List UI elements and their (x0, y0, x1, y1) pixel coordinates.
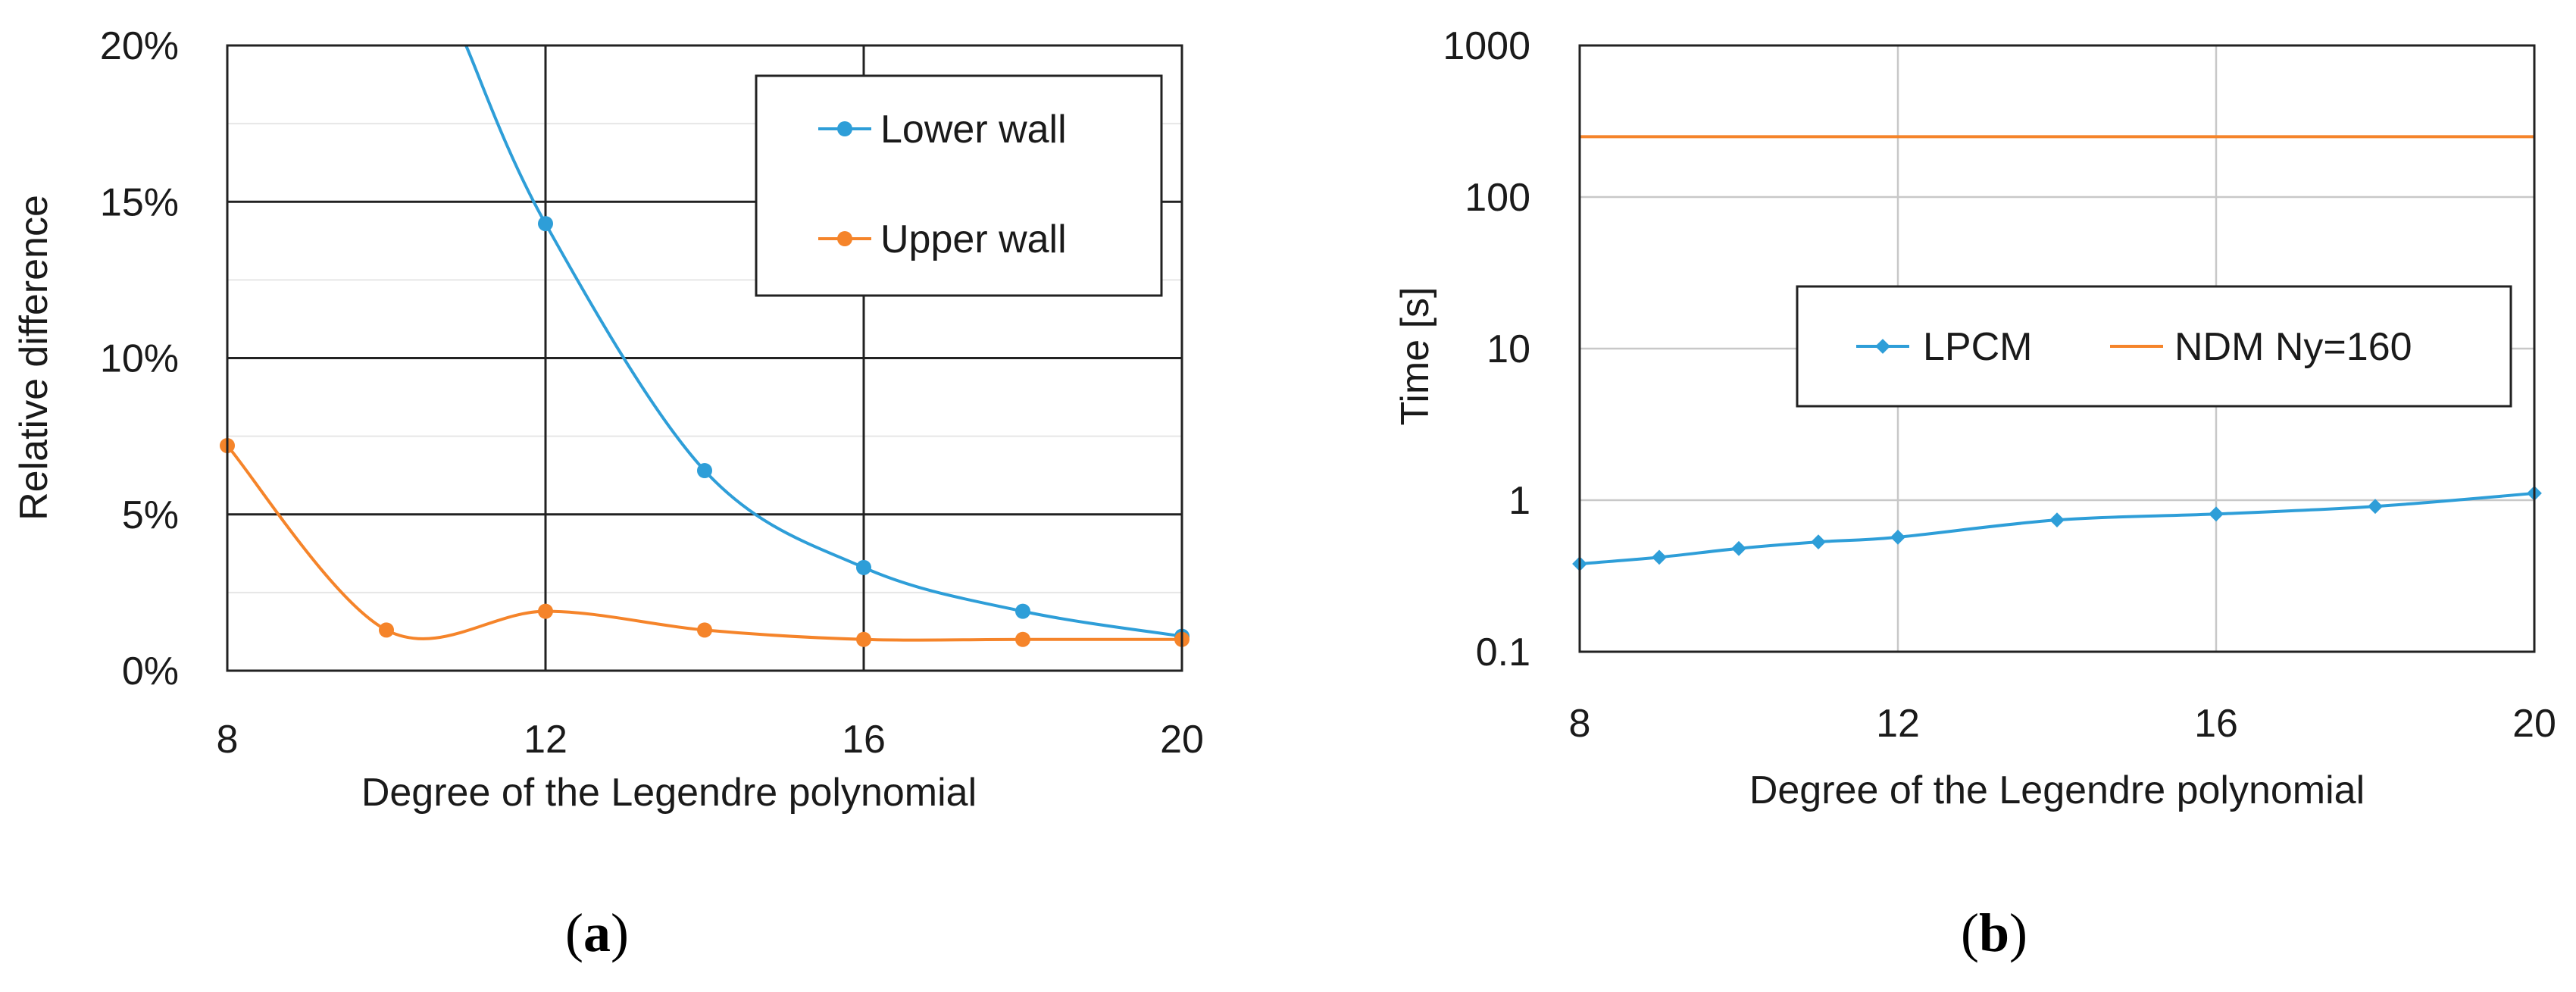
panel-b: 0.1 1 10 100 1000 8 12 16 20 Time [s] Degree of… (1393, 24, 2556, 963)
y-tick-label-b: 0.1 (1476, 631, 1530, 674)
y-axis-label-b: Time [s] (1393, 287, 1437, 426)
y-tick-label-a: 15% (100, 180, 179, 224)
x-tick-label-b: 8 (1569, 702, 1591, 746)
caption-letter-a: a (583, 903, 611, 963)
y-tick-label-a: 5% (122, 493, 179, 537)
y-tick-label-b: 100 (1465, 176, 1530, 220)
series-group-a (220, 45, 1190, 647)
plot-frame-a (226, 44, 1183, 672)
x-tick-label-b: 16 (2194, 702, 2238, 746)
data-point-lpcm (1652, 549, 1667, 565)
data-point-lower-wall (856, 559, 871, 575)
y-tick-labels-a: 0% 5% 10% 15% 20% (100, 24, 179, 693)
legend-label-ndm: NDM Ny=160 (2174, 325, 2412, 369)
x-tick-label-a: 8 (217, 718, 239, 762)
data-point-lpcm (2209, 506, 2224, 522)
x-tick-label-a: 20 (1160, 718, 1204, 762)
legend-a: Lower wall Upper wall (755, 74, 1163, 297)
y-tick-label-a: 10% (100, 337, 179, 381)
x-axis-label-a: Degree of the Legendre polynomial (361, 771, 977, 815)
data-point-lpcm (1811, 534, 1826, 550)
x-axis-label-b: Degree of the Legendre polynomial (1749, 768, 2365, 812)
x-tick-label-b: 12 (1876, 702, 1920, 746)
data-point-upper-wall (856, 631, 871, 647)
legend-marker-lpcm (1875, 339, 1890, 354)
data-point-upper-wall (697, 622, 712, 638)
y-axis-label-a: Relative difference (12, 195, 56, 521)
y-tick-label-b: 1000 (1443, 24, 1530, 68)
data-point-lower-wall (697, 463, 712, 478)
data-point-lower-wall (538, 216, 553, 232)
legend-label-lpcm: LPCM (1923, 325, 2032, 369)
legend-marker-upper-wall (837, 231, 852, 246)
x-tick-labels-b: 8 12 16 20 (1569, 702, 2556, 746)
data-point-lpcm (1890, 529, 1905, 545)
x-tick-labels-a: 8 12 16 20 (217, 718, 1204, 762)
y-tick-labels-b: 0.1 1 10 100 1000 (1443, 24, 1530, 674)
x-tick-label-a: 12 (524, 718, 567, 762)
series-line-lpcm (1579, 491, 2535, 566)
grid-a (227, 45, 1182, 671)
data-point-upper-wall (1015, 631, 1030, 647)
legend-label-upper-wall: Upper wall (880, 217, 1067, 261)
data-point-lpcm (1731, 540, 1746, 556)
x-tick-label-a: 16 (842, 718, 886, 762)
panel-a: 0% 5% 10% 15% 20% 8 12 16 20 Relative differenc… (12, 24, 1204, 963)
caption-a: (a) (565, 903, 629, 963)
data-point-lpcm (2368, 499, 2383, 515)
data-point-upper-wall (379, 622, 394, 638)
data-point-lpcm (2049, 512, 2065, 528)
legend-b: LPCM NDM Ny=160 (1796, 285, 2512, 408)
y-tick-label-b: 1 (1508, 479, 1530, 523)
y-tick-label-a: 0% (122, 649, 179, 693)
plot-frame-b (1578, 44, 2536, 653)
data-point-lower-wall (1015, 603, 1030, 619)
caption-letter-b: b (1979, 903, 2009, 963)
caption-b: (b) (1961, 903, 2027, 963)
x-tick-label-b: 20 (2512, 702, 2556, 746)
legend-label-lower-wall: Lower wall (880, 108, 1067, 152)
data-point-upper-wall (538, 603, 553, 619)
legend-marker-lower-wall (837, 121, 852, 136)
y-tick-label-b: 10 (1487, 327, 1530, 371)
legend-box-a (755, 74, 1163, 297)
y-tick-label-a: 20% (100, 24, 179, 68)
